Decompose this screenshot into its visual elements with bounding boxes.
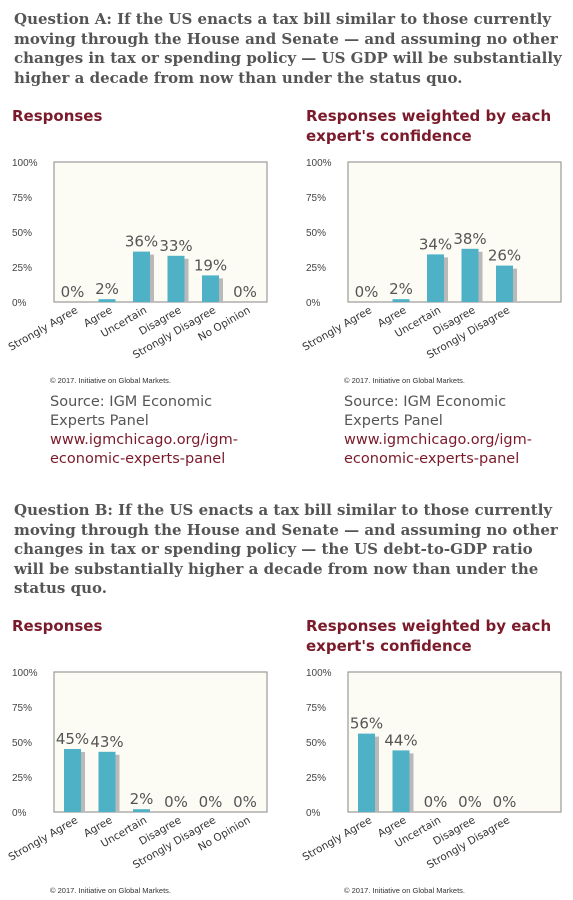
y-tick-label: 75% xyxy=(12,703,32,714)
copyright-footer: © 2017. Initiative on Global Markets. xyxy=(50,886,171,895)
source-url[interactable]: www.igmchicago.org/igm- xyxy=(344,432,532,448)
y-tick-label: 75% xyxy=(306,703,326,714)
source-line: Source: IGM Economic xyxy=(50,394,213,410)
y-tick-label: 100% xyxy=(306,158,332,169)
y-tick-label: 0% xyxy=(12,808,27,819)
question-b-text: Question B: If the US enacts a tax bill … xyxy=(14,501,558,597)
chart-panel-b-responses: Responses 0% 25% 50% 75% 100% 45% Strongly Agr… xyxy=(7,616,277,895)
data-label: 19% xyxy=(194,256,227,274)
panel-title: Responses weighted by each expert's conf… xyxy=(306,107,552,145)
bar xyxy=(133,251,150,302)
source-line: Experts Panel xyxy=(344,413,443,429)
bar xyxy=(98,751,116,812)
source-note-right: Source: IGM Economic Experts Panel www.i… xyxy=(344,393,532,469)
bar xyxy=(461,248,479,302)
plot-area xyxy=(347,161,562,303)
panel-title: Responses xyxy=(12,107,103,125)
plot-area xyxy=(347,671,562,813)
data-label: 0% xyxy=(355,283,379,301)
data-label: 2% xyxy=(389,280,413,298)
bar xyxy=(427,254,444,302)
y-tick-label: 0% xyxy=(306,808,321,819)
source-url[interactable]: economic-experts-panel xyxy=(344,451,520,467)
panel-title: Responses xyxy=(12,617,103,635)
data-label: 44% xyxy=(384,731,417,749)
bar xyxy=(167,255,185,302)
y-tick-label: 0% xyxy=(12,298,27,309)
y-tick-label: 100% xyxy=(306,668,332,679)
category-label: Strongly Agree xyxy=(301,304,374,353)
data-label: 2% xyxy=(130,790,154,808)
data-label: 36% xyxy=(125,233,158,251)
data-label: 0% xyxy=(493,793,517,811)
data-label: 0% xyxy=(199,793,223,811)
category-label: Strongly Agree xyxy=(7,814,80,863)
data-label: 43% xyxy=(90,733,123,751)
data-label: 0% xyxy=(233,283,257,301)
data-label: 0% xyxy=(164,793,188,811)
source-line: Experts Panel xyxy=(50,413,149,429)
copyright-footer: © 2017. Initiative on Global Markets. xyxy=(50,376,171,385)
bar xyxy=(392,750,410,812)
y-tick-label: 75% xyxy=(306,193,326,204)
plot-area xyxy=(53,671,268,813)
y-tick-label: 100% xyxy=(12,668,38,679)
data-label: 0% xyxy=(61,283,85,301)
chart-panel-b-weighted: Responses weighted by each expert's conf… xyxy=(301,616,571,895)
y-tick-label: 75% xyxy=(12,193,32,204)
chart-panel-a-responses: Responses 0% 25% 50% 75% 100% 0% Strongly Agre… xyxy=(7,106,277,385)
y-tick-label: 50% xyxy=(306,228,326,239)
source-line: Source: IGM Economic xyxy=(344,394,507,410)
data-label: 2% xyxy=(95,280,119,298)
bar xyxy=(202,275,219,302)
y-tick-label: 25% xyxy=(12,773,32,784)
y-tick-label: 50% xyxy=(12,738,32,749)
bar-chart: 0%25%50%75%100%56%Strongly Agree44%Agree… xyxy=(301,668,562,895)
y-tick-label: 0% xyxy=(306,298,321,309)
y-tick-label: 25% xyxy=(306,263,326,274)
y-tick-label: 25% xyxy=(306,773,326,784)
copyright-footer: © 2017. Initiative on Global Markets. xyxy=(344,376,465,385)
data-label: 0% xyxy=(233,793,257,811)
bar-chart: 0%25%50%75%100%45%Strongly Agree43%Agree… xyxy=(7,668,268,895)
y-tick-label: 100% xyxy=(12,158,38,169)
data-label: 26% xyxy=(488,247,521,265)
panel-title: Responses weighted by each expert's conf… xyxy=(306,617,552,655)
data-label: 33% xyxy=(159,237,192,255)
plot-area xyxy=(53,161,268,303)
category-label: Strongly Agree xyxy=(7,304,80,353)
bar xyxy=(133,809,150,812)
data-label: 0% xyxy=(424,793,448,811)
copyright-footer: © 2017. Initiative on Global Markets. xyxy=(344,886,465,895)
category-label: Strongly Agree xyxy=(301,814,374,863)
bar xyxy=(358,733,375,812)
y-tick-label: 50% xyxy=(12,228,32,239)
source-url[interactable]: www.igmchicago.org/igm- xyxy=(50,432,238,448)
source-url[interactable]: economic-experts-panel xyxy=(50,451,226,467)
data-label: 34% xyxy=(419,235,452,253)
bar-chart: 0%25%50%75%100%0%Strongly Agree2%Agree36… xyxy=(7,158,268,385)
data-label: 0% xyxy=(458,793,482,811)
bar xyxy=(392,299,410,302)
data-label: 56% xyxy=(350,715,383,733)
bar xyxy=(64,749,81,812)
question-a-text: Question A: If the US enacts a tax bill … xyxy=(14,10,562,87)
data-label: 38% xyxy=(453,230,486,248)
data-label: 45% xyxy=(56,730,89,748)
bar xyxy=(98,299,116,302)
y-tick-label: 25% xyxy=(12,263,32,274)
bar xyxy=(496,265,513,302)
source-note-left: Source: IGM Economic Experts Panel www.i… xyxy=(50,393,238,469)
y-tick-label: 50% xyxy=(306,738,326,749)
bar-chart: 0%25%50%75%100%0%Strongly Agree2%Agree34… xyxy=(301,158,562,385)
chart-panel-a-weighted: Responses weighted by each expert's conf… xyxy=(301,106,571,385)
